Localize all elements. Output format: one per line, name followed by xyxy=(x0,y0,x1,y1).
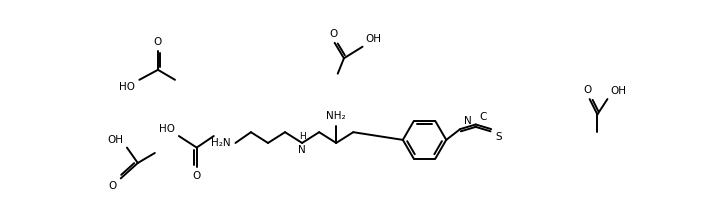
Text: OH: OH xyxy=(107,135,123,145)
Text: O: O xyxy=(583,85,592,95)
Text: O: O xyxy=(329,29,337,39)
Text: O: O xyxy=(108,181,117,191)
Text: OH: OH xyxy=(610,86,627,96)
Text: H₂N: H₂N xyxy=(211,138,230,148)
Text: H: H xyxy=(299,132,305,141)
Text: N: N xyxy=(464,116,472,126)
Text: HO: HO xyxy=(159,124,175,134)
Text: O: O xyxy=(192,171,201,181)
Text: O: O xyxy=(154,37,162,47)
Text: N: N xyxy=(298,145,306,155)
Text: HO: HO xyxy=(119,82,136,92)
Text: OH: OH xyxy=(365,34,382,44)
Text: NH₂: NH₂ xyxy=(327,111,346,121)
Text: C: C xyxy=(480,112,487,122)
Text: S: S xyxy=(495,132,502,142)
